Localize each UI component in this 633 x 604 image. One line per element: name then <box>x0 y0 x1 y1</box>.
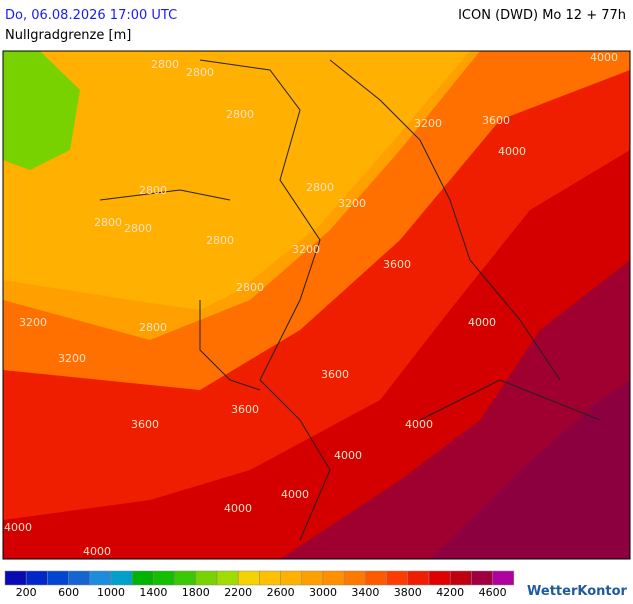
colorbar-swatch <box>237 570 260 586</box>
parameter: Nullgradgrenze [m] <box>5 28 131 43</box>
colorbar-swatch <box>280 570 303 586</box>
contour-label: 3600 <box>231 403 259 416</box>
contour-label: 4000 <box>498 145 526 158</box>
map-area <box>2 50 631 560</box>
colorbar-swatch <box>407 570 430 586</box>
contour-label: 2800 <box>124 222 152 235</box>
contour-label: 3200 <box>292 243 320 256</box>
contour-label: 4000 <box>590 51 618 64</box>
contour-label: 2800 <box>139 184 167 197</box>
contour-label: 2800 <box>139 321 167 334</box>
colorbar-label: 2200 <box>224 586 252 599</box>
colorbar-swatch <box>471 570 493 586</box>
model-run: ICON (DWD) Mo 12 + 77h <box>458 8 626 23</box>
contour-label: 4000 <box>334 449 362 462</box>
colorbar-swatch <box>4 570 27 586</box>
contour-label: 2800 <box>151 58 179 71</box>
colorbar-label: 3000 <box>309 586 337 599</box>
contour-label: 3200 <box>414 117 442 130</box>
colorbar-swatch <box>365 570 387 586</box>
datetime: Do, 06.08.2026 17:00 UTC <box>5 8 177 23</box>
contour-label: 3600 <box>321 368 349 381</box>
contour-label: 4000 <box>4 521 32 534</box>
colorbar-swatch <box>195 570 218 586</box>
contour-label: 2800 <box>94 216 122 229</box>
contour-label: 2800 <box>186 66 214 79</box>
colorbar-swatch <box>492 570 515 586</box>
band-4400 <box>430 380 630 559</box>
contour-label: 3200 <box>19 316 47 329</box>
contour-label: 4000 <box>281 488 309 501</box>
colorbar-swatch <box>47 570 69 586</box>
colorbar-swatch <box>89 570 112 586</box>
colorbar-swatch <box>449 570 472 586</box>
contour-label: 2800 <box>206 234 234 247</box>
colorbar-swatch <box>386 570 409 586</box>
borders <box>99 59 601 541</box>
colorbar-label: 4600 <box>479 586 507 599</box>
colorbar-swatch <box>110 570 133 586</box>
logo: WetterKontor <box>527 584 628 599</box>
contour-label: 3600 <box>131 418 159 431</box>
contour-label: 4000 <box>83 545 111 558</box>
contour-label: 2800 <box>226 108 254 121</box>
colorbar-swatch <box>131 570 154 586</box>
colorbar-label: 3800 <box>394 586 422 599</box>
map-frame <box>2 50 631 560</box>
contour-label: 3200 <box>58 352 86 365</box>
contour-label: 2800 <box>306 181 334 194</box>
colorbar-swatch <box>25 570 48 586</box>
colorbar-swatch <box>68 570 91 586</box>
contour-label: 4000 <box>405 418 433 431</box>
band-2200 <box>3 51 80 170</box>
band-2600 <box>3 51 470 310</box>
colorbar-label: 3400 <box>351 586 379 599</box>
colorbar-swatch <box>343 570 366 586</box>
colorbar-label: 2600 <box>267 586 295 599</box>
colorbar-label: 200 <box>16 586 37 599</box>
colorbar-swatch <box>428 570 451 586</box>
colorbar-label: 600 <box>58 586 79 599</box>
colorbar-label: 4200 <box>436 586 464 599</box>
contour-label: 4000 <box>224 502 252 515</box>
contour-label: 2800 <box>236 281 264 294</box>
colorbar-swatch <box>322 570 345 586</box>
contour-label: 3600 <box>383 258 411 271</box>
contour-label: 3200 <box>338 197 366 210</box>
colorbar: 200 600 1000 1400 1800 2200 2600 3000 3400 3800 42… <box>4 570 515 599</box>
colorbar-swatch <box>301 570 324 586</box>
contour-label: 4000 <box>468 316 496 329</box>
colorbar-swatch <box>153 570 175 586</box>
colorbar-label: 1800 <box>182 586 210 599</box>
colorbar-swatch <box>174 570 197 586</box>
colorbar-swatch <box>216 570 239 586</box>
colorbar-label: 1000 <box>97 586 125 599</box>
colorbar-swatch <box>259 570 281 586</box>
contour-label: 3600 <box>482 114 510 127</box>
colorbar-label: 1400 <box>139 586 167 599</box>
